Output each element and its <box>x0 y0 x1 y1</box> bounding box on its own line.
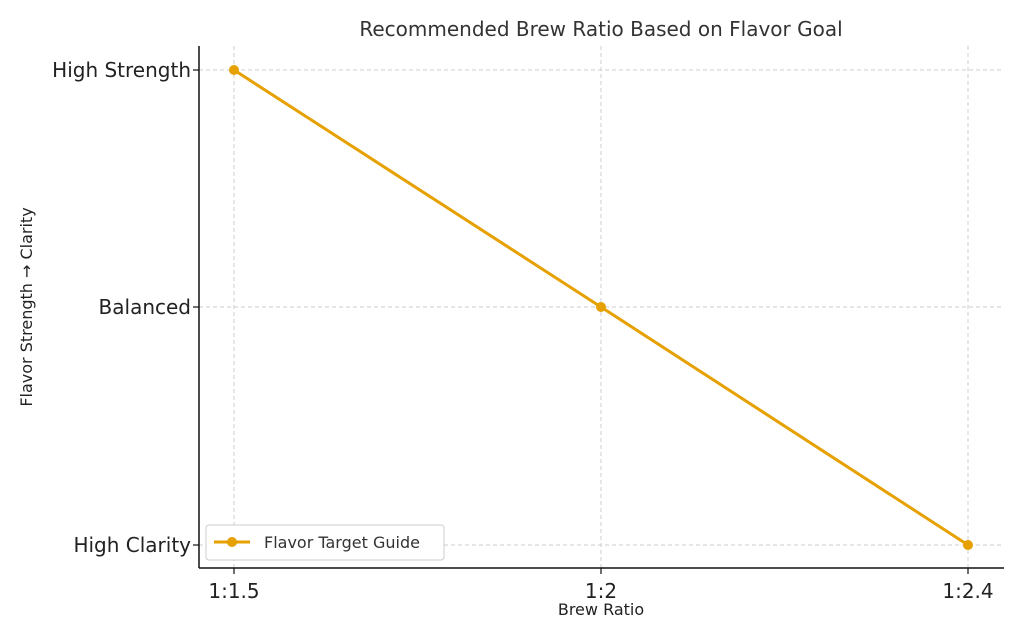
y-axis-label: Flavor Strength → Clarity <box>17 207 36 406</box>
tick-layer: 1:1.5 1:2 1:2.4 High Strength Balanced High C… <box>52 58 993 603</box>
data-point <box>229 65 239 75</box>
data-point <box>596 302 606 312</box>
x-tick-label: 1:2 <box>585 579 617 603</box>
legend-label: Flavor Target Guide <box>264 533 420 552</box>
x-tick-label: 1:2.4 <box>942 579 993 603</box>
data-point <box>963 540 973 550</box>
legend-marker-swatch <box>227 537 237 547</box>
y-tick-label: High Strength <box>52 58 191 82</box>
y-tick-label: Balanced <box>99 295 191 319</box>
x-tick-label: 1:1.5 <box>208 579 259 603</box>
legend: Flavor Target Guide <box>205 524 445 561</box>
y-tick-label: High Clarity <box>73 533 191 557</box>
x-axis-label: Brew Ratio <box>558 600 644 619</box>
chart-title: Recommended Brew Ratio Based on Flavor G… <box>359 17 842 41</box>
legend-box <box>205 524 445 561</box>
series-layer <box>229 65 973 550</box>
